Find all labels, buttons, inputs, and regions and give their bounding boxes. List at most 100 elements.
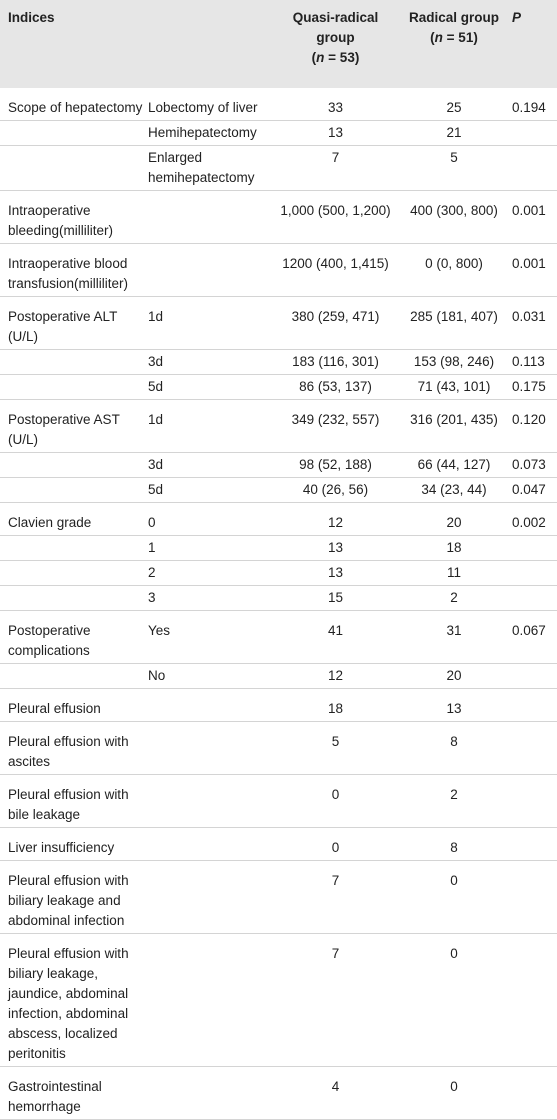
table-cell: 1d [148, 399, 275, 453]
table-cell: Postoperative ALT (U/L) [0, 296, 148, 350]
table-row: Enlarged hemihepatectomy 7 5 [0, 145, 557, 191]
table-cell [512, 560, 557, 586]
table-row: Pleural effusion with bile leakage 0 2 [0, 774, 557, 828]
table-cell [512, 663, 557, 689]
table-cell: 183 (116, 301) [275, 349, 400, 375]
table-cell: 12 [275, 502, 400, 536]
table-row: Pleural effusion with biliary leakage an… [0, 860, 557, 934]
table-row: Clavien grade 0 12 20 0.002 [0, 502, 557, 536]
table-cell: 0 [400, 933, 512, 1067]
table-cell [148, 860, 275, 934]
table-cell [512, 535, 557, 561]
header-row: Indices Quasi-radical group (n = 53) Radi… [0, 0, 557, 88]
table-cell [512, 688, 557, 722]
table-cell: 0.067 [512, 610, 557, 664]
table-cell: 0.002 [512, 502, 557, 536]
table-cell [0, 477, 148, 503]
header-cell: Radical group (n = 51) [400, 0, 512, 88]
table-cell [148, 688, 275, 722]
table-row: Intraoperative bleeding(milliliter) 1,000… [0, 190, 557, 244]
table-cell: Pleural effusion with ascites [0, 721, 148, 775]
table-cell: 13 [275, 535, 400, 561]
table-row: Pleural effusion 18 13 [0, 688, 557, 722]
table-cell [512, 827, 557, 861]
table-cell [0, 349, 148, 375]
table-cell [148, 827, 275, 861]
table-row: 3 15 2 [0, 585, 557, 611]
table-cell: 13 [275, 560, 400, 586]
table-cell: Intraoperative blood transfusion(millili… [0, 243, 148, 297]
header-text: ( [430, 30, 435, 45]
table-row: Pleural effusion with biliary leakage, j… [0, 933, 557, 1067]
table-cell: Scope of hepatectomy [0, 88, 148, 121]
table-row: Postoperative AST (U/L) 1d 349 (232, 557) 3… [0, 399, 557, 453]
table-cell: 3 [148, 585, 275, 611]
table-cell [512, 721, 557, 775]
table-cell: 1d [148, 296, 275, 350]
table-row: 3d 98 (52, 188) 66 (44, 127) 0.073 [0, 452, 557, 478]
table-cell: 5d [148, 374, 275, 400]
table-cell [0, 145, 148, 191]
table-cell: No [148, 663, 275, 689]
table-row: 1 13 18 [0, 535, 557, 561]
header-text: n [316, 50, 325, 65]
header-cell [148, 0, 275, 88]
table-cell [512, 585, 557, 611]
table-cell: 0.047 [512, 477, 557, 503]
table-cell: Gastrointestinal hemorrhage [0, 1066, 148, 1120]
table-cell: 0.194 [512, 88, 557, 121]
table-cell: 13 [400, 688, 512, 722]
table-cell: 0.073 [512, 452, 557, 478]
table-row: Postoperative complications Yes 41 31 0.067 [0, 610, 557, 664]
header-cell: Indices [0, 0, 148, 88]
table-cell: Pleural effusion with bile leakage [0, 774, 148, 828]
table-row: Pleural effusion with ascites 5 8 [0, 721, 557, 775]
table-cell: 66 (44, 127) [400, 452, 512, 478]
table-cell [148, 243, 275, 297]
table-cell: 0 [275, 774, 400, 828]
table-cell: 1 [148, 535, 275, 561]
table-row: Gastrointestinal hemorrhage 4 0 [0, 1066, 557, 1120]
table-cell [0, 585, 148, 611]
table-cell [148, 1066, 275, 1120]
header-text: Radical group [408, 10, 499, 25]
table-cell: 349 (232, 557) [275, 399, 400, 453]
table-cell: Hemihepatectomy [148, 120, 275, 146]
table-cell [0, 535, 148, 561]
table-cell [0, 452, 148, 478]
table-cell: 380 (259, 471) [275, 296, 400, 350]
table-body: Scope of hepatectomy Lobectomy of liver 33… [0, 88, 557, 1120]
table-cell [148, 190, 275, 244]
header-cell: Quasi-radical group (n = 53) [275, 0, 400, 88]
table-cell [0, 560, 148, 586]
table-cell: 13 [275, 120, 400, 146]
table-cell: 5 [275, 721, 400, 775]
table-cell: 0.175 [512, 374, 557, 400]
table-cell: 0 [400, 860, 512, 934]
table-cell: Clavien grade [0, 502, 148, 536]
table-cell: 71 (43, 101) [400, 374, 512, 400]
table-cell [512, 774, 557, 828]
table-cell: Pleural effusion with biliary leakage an… [0, 860, 148, 934]
table-cell: 86 (53, 137) [275, 374, 400, 400]
table-cell: 18 [275, 688, 400, 722]
table-cell: 0 [400, 1066, 512, 1120]
table-cell: 20 [400, 502, 512, 536]
table-row: Liver insufficiency 0 8 [0, 827, 557, 861]
table-cell: 285 (181, 407) [400, 296, 512, 350]
table-cell [148, 933, 275, 1067]
table-cell [512, 860, 557, 934]
table-cell: Liver insufficiency [0, 827, 148, 861]
table-cell [148, 774, 275, 828]
table-cell: 8 [400, 827, 512, 861]
table-cell: 316 (201, 435) [400, 399, 512, 453]
table-cell: Pleural effusion [0, 688, 148, 722]
table-cell: 3d [148, 349, 275, 375]
table-row: 2 13 11 [0, 560, 557, 586]
table-cell: 5 [400, 145, 512, 191]
table-cell: 7 [275, 145, 400, 191]
table-cell: 8 [400, 721, 512, 775]
header-text: n [434, 30, 443, 45]
table-cell: 31 [400, 610, 512, 664]
